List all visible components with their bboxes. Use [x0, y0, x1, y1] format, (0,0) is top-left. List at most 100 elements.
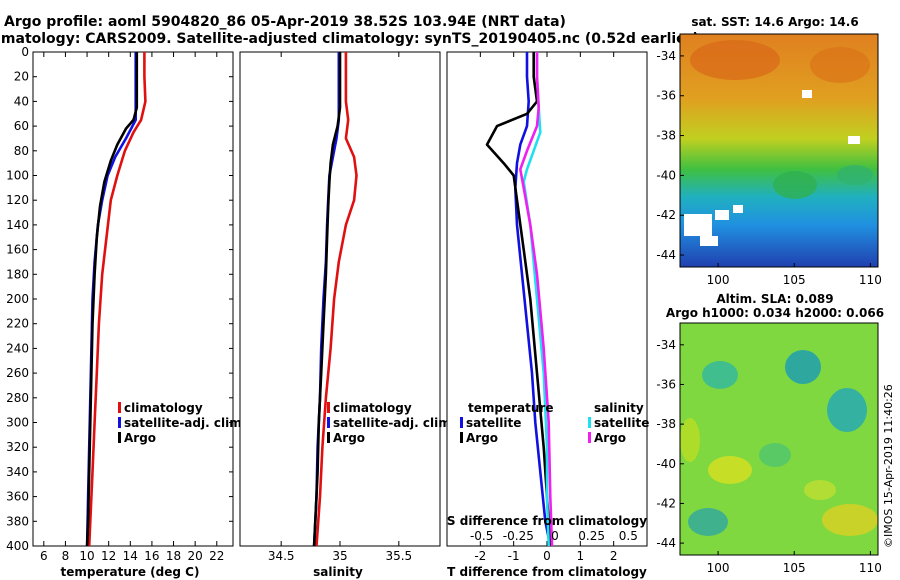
legend-label-t-argo: Argo [466, 431, 498, 445]
depth-tick-label: 380 [6, 514, 29, 528]
map-latitude-label: -44 [656, 536, 676, 550]
legend-label-satellite: satellite-adj. clim. [124, 416, 246, 430]
depth-tick-label: 20 [14, 70, 29, 84]
legend-swatch-argo [327, 432, 330, 443]
depth-tick-label: 160 [6, 243, 29, 257]
x-tick-label: 6 [40, 549, 48, 563]
legend-title-temperature: temperature [468, 401, 553, 415]
x-tick-label: -1 [508, 549, 520, 563]
depth-tick-label: 60 [14, 119, 29, 133]
altimetry-heatmap [679, 322, 879, 556]
sst-frame [679, 33, 879, 268]
sst-cloud-mask [848, 136, 860, 144]
map-latitude-label: -40 [656, 457, 676, 471]
series-line-climatology [87, 52, 147, 546]
sst-cloud-mask [802, 90, 812, 98]
legend-swatch-satellite [118, 417, 121, 428]
sla-high-eddy [827, 388, 867, 432]
x-tick-label: 2 [610, 549, 618, 563]
sla-low-patch [708, 456, 752, 484]
legend-label-satellite: satellite-adj. clim. [333, 416, 455, 430]
salinity-series [312, 52, 358, 546]
sla-high-eddy [759, 443, 791, 467]
sla-high-eddy [785, 350, 821, 384]
sst-map-title: sat. SST: 14.6 Argo: 14.6 [691, 15, 858, 29]
salinity-panel: 34.5 35 35.5 climatology satellite-adj. cl… [239, 51, 455, 579]
s-difference-tick-label: 0.5 [619, 529, 638, 543]
legend-swatch-s-argo [588, 432, 591, 443]
legend-swatch-t-satellite [460, 417, 463, 428]
map-latitude-label: -42 [656, 208, 676, 222]
series-line-argo [312, 52, 342, 546]
depth-tick-label: 320 [6, 440, 29, 454]
x-tick-label: 18 [166, 549, 181, 563]
depth-tick-label: 120 [6, 193, 29, 207]
map-latitude-label: -42 [656, 496, 676, 510]
map-longitude-label: 110 [859, 273, 882, 287]
altimetry-map-axes: 100 105 110 -34 -36 -38 -40 -42 -44 [656, 338, 881, 575]
sla-low-patch [822, 504, 878, 536]
salinity-x-axis: 34.5 35 35.5 [268, 52, 412, 563]
sla-high-eddy [688, 508, 728, 536]
difference-x-label: T difference from climatology [447, 565, 647, 579]
temperature-x-axis: 6 8 10 12 14 16 18 20 22 [40, 52, 224, 563]
x-tick-label: 22 [209, 549, 224, 563]
depth-tick-label: 220 [6, 317, 29, 331]
imos-credit: ©IMOS 15-Apr-2019 11:40:26 [882, 384, 895, 548]
figure-title-line1: Argo profile: aoml 5904820_86 05-Apr-201… [4, 14, 566, 30]
s-difference-label: S difference from climatology [447, 514, 647, 528]
depth-tick-label: 200 [6, 292, 29, 306]
sst-warm-patch [690, 40, 780, 80]
x-tick-label: -2 [474, 549, 486, 563]
sst-map-axes: 100 105 110 -34 -36 -38 -40 -42 -44 [656, 49, 881, 287]
sst-cloud-mask [715, 210, 729, 220]
depth-tick-label: 260 [6, 366, 29, 380]
s-difference-tick-label: -0.5 [470, 529, 493, 543]
map-longitude-label: 105 [783, 561, 806, 575]
legend-swatch-climatology [327, 402, 330, 413]
legend-label-s-argo: Argo [594, 431, 626, 445]
sla-high-eddy [702, 361, 738, 389]
legend-label-argo: Argo [333, 431, 365, 445]
depth-tick-label: 0 [21, 45, 29, 59]
legend-label-t-satellite: satellite [466, 416, 521, 430]
series-line-t-argo [485, 52, 552, 546]
legend-label-argo: Argo [124, 431, 156, 445]
x-tick-label: 20 [188, 549, 203, 563]
depth-tick-label: 360 [6, 490, 29, 504]
depth-tick-label: 40 [14, 94, 29, 108]
temperature-x-label: temperature (deg C) [61, 565, 200, 579]
sst-map-panel: sat. SST: 14.6 Argo: 14.6 100 105 110 -34 -3… [656, 15, 881, 287]
difference-series [485, 52, 554, 546]
map-latitude-label: -44 [656, 248, 676, 262]
salinity-legend: climatology satellite-adj. clim. Argo [327, 401, 455, 445]
sla-low-patch [680, 418, 700, 462]
map-latitude-label: -36 [656, 89, 676, 103]
x-tick-label: 14 [123, 549, 138, 563]
x-tick-label: 8 [62, 549, 70, 563]
x-tick-label: 35.5 [385, 549, 412, 563]
depth-tick-label: 400 [6, 539, 29, 553]
legend-swatch-argo [118, 432, 121, 443]
sst-cool-eddy [837, 165, 873, 185]
map-latitude-label: -36 [656, 377, 676, 391]
depth-tick-label: 340 [6, 465, 29, 479]
x-tick-label: 10 [79, 549, 94, 563]
map-latitude-label: -34 [656, 338, 676, 352]
altimetry-title-line2: Argo h1000: 0.034 h2000: 0.066 [666, 306, 884, 320]
map-longitude-label: 100 [707, 273, 730, 287]
salinity-x-label: salinity [313, 565, 363, 579]
difference-legend: temperature salinity satellite Argo sate… [460, 401, 649, 445]
sst-cloud-mask [733, 205, 743, 213]
x-tick-label: 12 [101, 549, 116, 563]
s-difference-tick-label: 0 [551, 529, 559, 543]
sst-cool-eddy [773, 171, 817, 199]
legend-swatch-satellite [327, 417, 330, 428]
depth-tick-label: 100 [6, 169, 29, 183]
figure-title-line2: Climatology: CARS2009. Satellite-adjuste… [0, 31, 699, 47]
legend-swatch-climatology [118, 402, 121, 413]
altimetry-map-panel: Altim. SLA: 0.089 Argo h1000: 0.034 h200… [656, 292, 884, 575]
sst-heatmap [679, 33, 879, 268]
difference-panel: -2 -1 0 1 2 temperature salinity satellite A… [446, 51, 649, 579]
